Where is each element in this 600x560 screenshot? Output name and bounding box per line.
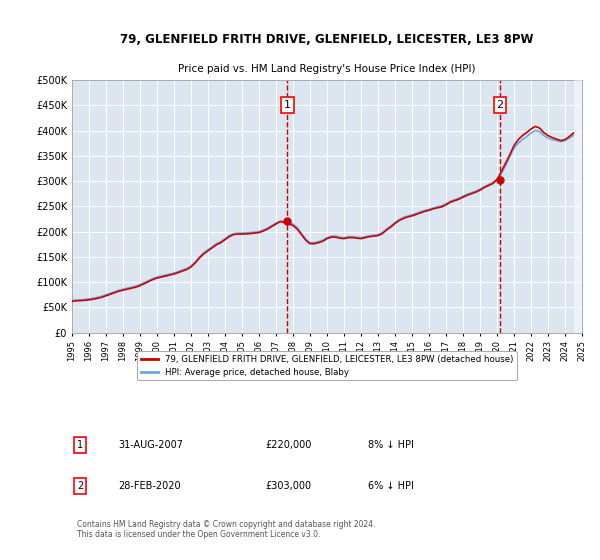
Text: 1: 1 [284,100,291,110]
FancyBboxPatch shape [574,80,582,333]
Text: 6% ↓ HPI: 6% ↓ HPI [368,480,413,491]
Text: 79, GLENFIELD FRITH DRIVE, GLENFIELD, LEICESTER, LE3 8PW: 79, GLENFIELD FRITH DRIVE, GLENFIELD, LE… [120,32,534,45]
Text: 8% ↓ HPI: 8% ↓ HPI [368,440,413,450]
Text: 1: 1 [77,440,83,450]
Text: Price paid vs. HM Land Registry's House Price Index (HPI): Price paid vs. HM Land Registry's House … [178,64,476,74]
Text: 28-FEB-2020: 28-FEB-2020 [118,480,181,491]
Text: 31-AUG-2007: 31-AUG-2007 [118,440,183,450]
Text: 2: 2 [77,480,83,491]
Text: 2: 2 [496,100,503,110]
Legend: 79, GLENFIELD FRITH DRIVE, GLENFIELD, LEICESTER, LE3 8PW (detached house), HPI: : 79, GLENFIELD FRITH DRIVE, GLENFIELD, LE… [137,351,517,380]
Text: £303,000: £303,000 [266,480,312,491]
Text: Contains HM Land Registry data © Crown copyright and database right 2024.
This d: Contains HM Land Registry data © Crown c… [77,520,376,539]
Text: £220,000: £220,000 [266,440,312,450]
